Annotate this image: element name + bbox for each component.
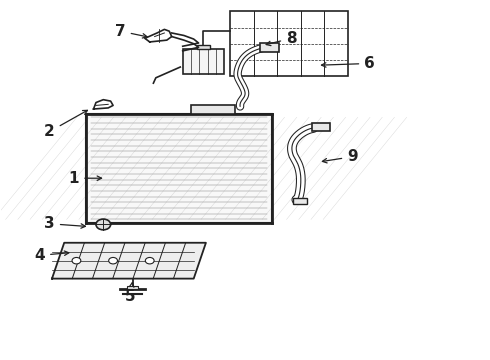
Bar [183, 49, 224, 74]
Bar [293, 198, 307, 204]
Bar [86, 114, 272, 223]
Polygon shape [52, 243, 206, 279]
Text: 9: 9 [322, 149, 358, 164]
Text: 1: 1 [69, 171, 101, 186]
Text: 6: 6 [321, 56, 375, 71]
Circle shape [146, 257, 154, 264]
Bar [260, 42, 279, 51]
Text: 7: 7 [115, 24, 147, 39]
Text: 5: 5 [125, 283, 136, 304]
Bar [313, 123, 330, 131]
Bar [197, 45, 210, 49]
Text: 4: 4 [34, 248, 69, 263]
Text: 3: 3 [44, 216, 85, 231]
Text: 8: 8 [266, 31, 297, 46]
Circle shape [72, 257, 81, 264]
Bar [230, 12, 347, 76]
Bar [127, 286, 139, 289]
Bar [191, 105, 235, 114]
Circle shape [109, 257, 118, 264]
Circle shape [96, 219, 111, 230]
Text: 2: 2 [44, 110, 87, 139]
